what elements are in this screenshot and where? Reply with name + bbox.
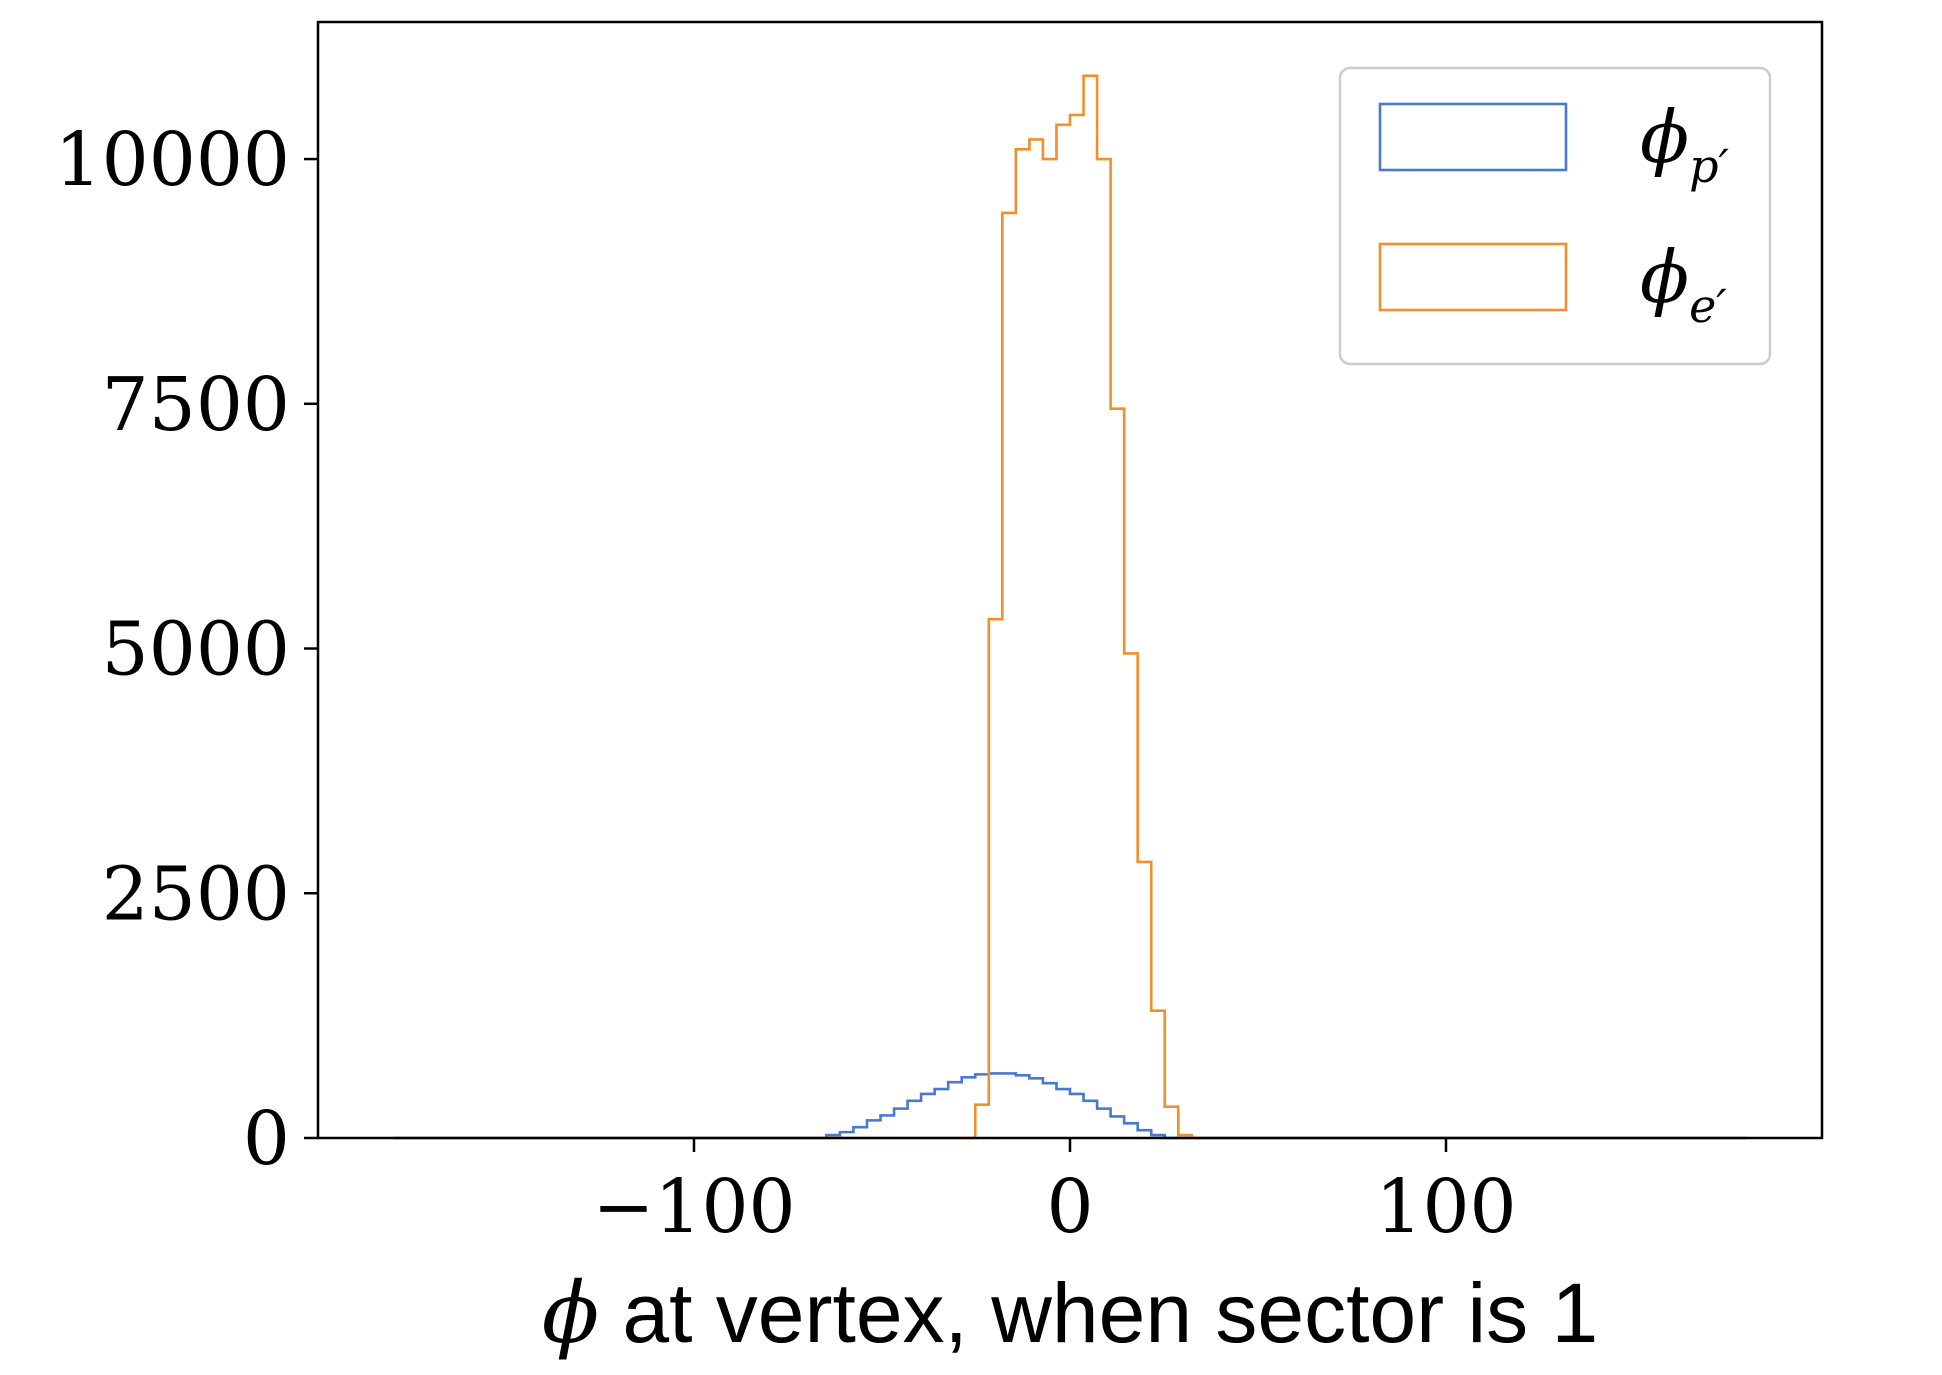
legend: ϕp′ ϕe′ — [1338, 66, 1772, 366]
x-tick-label: 0 — [1046, 1164, 1093, 1250]
x-axis: −100 0 100 — [592, 1138, 1517, 1250]
legend-label-2: ϕe′ — [1640, 235, 1727, 333]
y-tick-label: 2500 — [102, 851, 290, 937]
legend-swatch-1 — [1378, 102, 1568, 172]
x-tick-label: 100 — [1375, 1164, 1516, 1250]
x-axis-label-text: at vertex, when sector is 1 — [599, 1266, 1598, 1360]
x-axis-label-symbol: ϕ — [542, 1264, 599, 1362]
legend-box — [1338, 66, 1772, 366]
x-tick-label: −100 — [592, 1164, 795, 1250]
y-tick-label: 0 — [243, 1096, 290, 1182]
y-tick-label: 7500 — [102, 362, 290, 448]
y-axis: 0 2500 5000 7500 10000 — [55, 117, 318, 1182]
y-tick-label: 10000 — [55, 117, 290, 203]
x-axis-label: ϕ at vertex, when sector is 1 — [542, 1264, 1598, 1362]
y-tick-label: 5000 — [102, 607, 290, 693]
legend-label-1: ϕp′ — [1640, 95, 1730, 193]
legend-swatch-2 — [1378, 242, 1568, 312]
